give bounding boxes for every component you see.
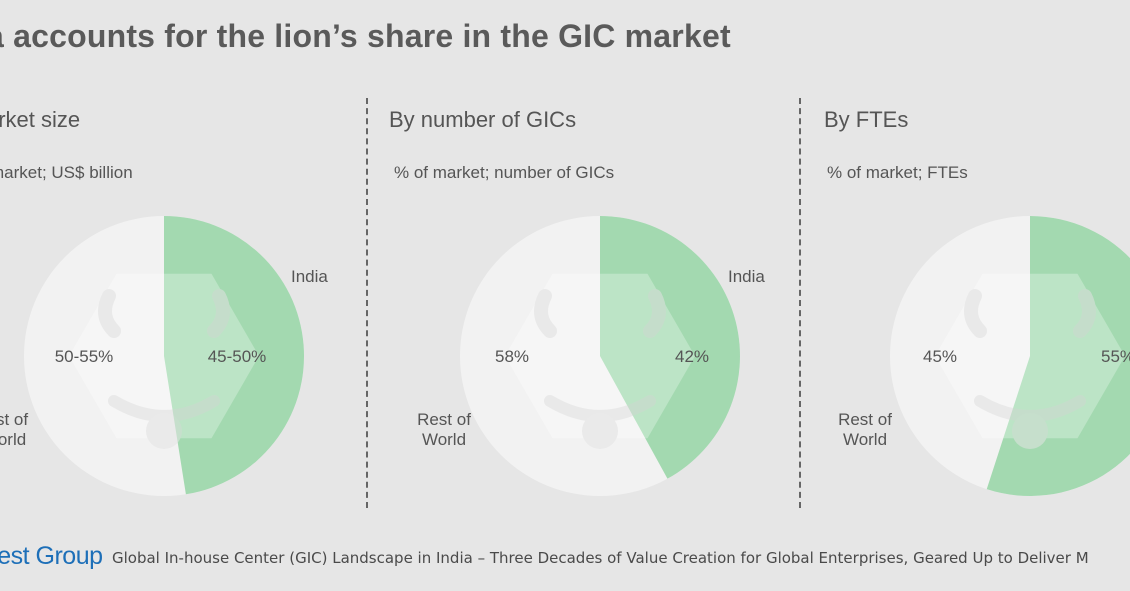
pie-slice-india xyxy=(164,216,305,495)
slice-label-india: India xyxy=(728,267,765,286)
slice-label-rest-of-world: st of xyxy=(0,410,28,429)
slice-value-rest-of-world: 58% xyxy=(495,347,529,366)
slice-label-rest-of-world: World xyxy=(422,430,466,449)
slice-value-india: 42% xyxy=(675,347,709,366)
slice-label-rest-of-world: Rest of xyxy=(417,410,471,429)
panel-title-number-of-gics: By number of GICs xyxy=(389,107,577,132)
slice-value-rest-of-world: 50-55% xyxy=(55,347,114,366)
panel-title-ftes: By FTEs xyxy=(824,107,909,132)
slice-label-rest-of-world: Rest of xyxy=(838,410,892,429)
page-title: a accounts for the lion’s share in the G… xyxy=(0,18,731,54)
panel-subtitle-ftes: % of market; FTEs xyxy=(827,163,968,182)
brand-logo-text: erest Group xyxy=(0,542,103,570)
footer-report-title: Global In-house Center (GIC) Landscape i… xyxy=(112,549,1089,567)
slice-label-india: India xyxy=(291,267,328,286)
panel-divider xyxy=(366,98,368,508)
slice-value-india: 55% xyxy=(1101,347,1130,366)
panel-divider xyxy=(799,98,801,508)
slice-label-rest-of-world: orld xyxy=(0,430,26,449)
lion-emblem-icon xyxy=(935,273,1125,449)
lion-emblem-icon xyxy=(69,273,259,449)
lion-emblem-icon xyxy=(505,273,695,449)
slice-label-rest-of-world: World xyxy=(843,430,887,449)
panel-subtitle-number-of-gics: % of market; number of GICs xyxy=(394,163,615,182)
slice-value-india: 45-50% xyxy=(208,347,267,366)
slice-value-rest-of-world: 45% xyxy=(923,347,957,366)
panel-title-market-size: arket size xyxy=(0,107,81,132)
panel-subtitle-market-size: market; US$ billion xyxy=(0,163,133,182)
